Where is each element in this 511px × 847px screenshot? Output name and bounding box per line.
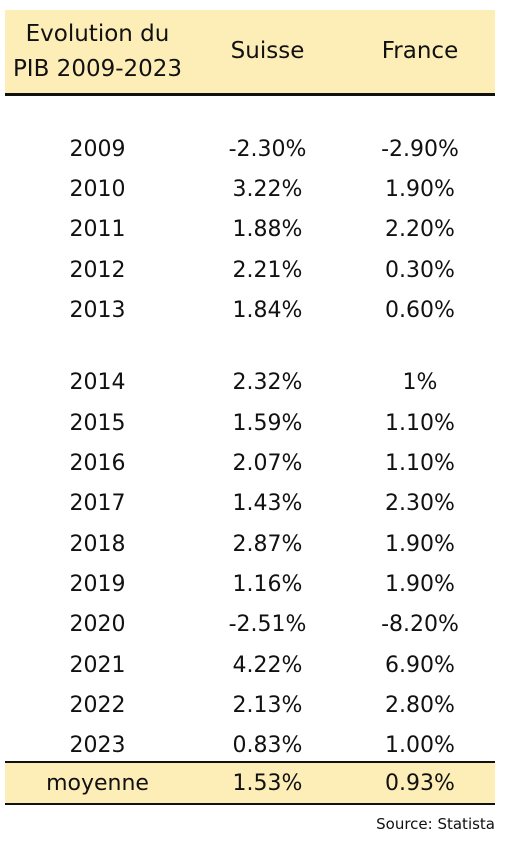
year-cell: 2013 [69,297,126,323]
france-cell: 1.90% [385,531,455,557]
suisse-cell: 2.13% [232,692,303,718]
suisse-cell: 1.43% [232,490,303,516]
france-cell: -8.20% [381,611,459,637]
france-cell: -2.90% [381,136,459,162]
suisse-cell: 4.22% [232,652,303,678]
header-suisse: Suisse [230,38,305,64]
table-row: 2021 4.22% 6.90% [5,645,495,685]
year-cell: 2020 [69,611,126,637]
header-france: France [381,38,459,64]
table-row: 2016 2.07% 1.10% [5,443,495,483]
france-cell: 1.10% [385,450,455,476]
year-cell: 2009 [69,136,126,162]
year-cell: 2010 [69,176,126,202]
year-cell: 2023 [69,732,126,758]
france-cell: 0.60% [385,297,455,323]
average-label: moyenne [46,770,149,796]
table-row: 2019 1.16% 1.90% [5,564,495,604]
france-cell: 2.30% [385,490,455,516]
france-cell: 1.00% [385,732,455,758]
france-cell: 1% [402,369,438,395]
table-row: 2017 1.43% 2.30% [5,483,495,523]
average-france: 0.93% [385,770,455,796]
gdp-table: Evolution du PIB 2009-2023 Suisse France… [5,10,495,758]
suisse-cell: 1.84% [232,297,303,323]
suisse-cell: -2.30% [228,136,307,162]
year-cell: 2014 [69,369,126,395]
year-cell: 2019 [69,571,126,597]
table-row: 2013 1.84% 0.60% [5,290,495,330]
table-row: 2010 3.22% 1.90% [5,169,495,209]
table-row: 2015 1.59% 1.10% [5,403,495,443]
france-cell: 1.10% [385,410,455,436]
france-cell: 6.90% [385,652,455,678]
suisse-cell: 1.88% [232,216,303,242]
average-row: moyenne 1.53% 0.93% [5,761,495,805]
france-cell: 1.90% [385,571,455,597]
year-cell: 2012 [69,257,126,283]
source-note: Source: Statista [376,815,495,833]
year-cell: 2011 [69,216,126,242]
year-cell: 2021 [69,652,126,678]
france-cell: 2.20% [385,216,455,242]
suisse-cell: 1.16% [232,571,303,597]
france-cell: 0.30% [385,257,455,283]
suisse-cell: 3.22% [232,176,303,202]
suisse-cell: -2.51% [228,611,307,637]
header-title: Evolution du PIB 2009-2023 [5,10,190,93]
table-row: 2012 2.21% 0.30% [5,250,495,290]
suisse-cell: 2.32% [232,369,303,395]
france-cell: 1.90% [385,176,455,202]
table-row: 2018 2.87% 1.90% [5,524,495,564]
table-row: 2020 -2.51% -8.20% [5,604,495,644]
year-cell: 2016 [69,450,126,476]
suisse-cell: 2.21% [232,257,303,283]
year-cell: 2015 [69,410,126,436]
table-row: 2023 0.83% 1.00% [5,725,495,765]
table-row: 2009 -2.30% -2.90% [5,129,495,169]
year-cell: 2018 [69,531,126,557]
suisse-cell: 0.83% [232,732,303,758]
average-suisse: 1.53% [232,770,303,796]
year-cell: 2017 [69,490,126,516]
suisse-cell: 2.87% [232,531,303,557]
suisse-cell: 2.07% [232,450,303,476]
suisse-cell: 1.59% [232,410,303,436]
year-cell: 2022 [69,692,126,718]
table-row: 2014 2.32% 1% [5,362,495,402]
table-header: Evolution du PIB 2009-2023 Suisse France [5,10,495,96]
table-row: 2022 2.13% 2.80% [5,685,495,725]
france-cell: 2.80% [385,692,455,718]
header-title-line2: PIB 2009-2023 [12,55,183,82]
table-row: 2011 1.88% 2.20% [5,209,495,249]
header-title-line1: Evolution du [25,20,170,47]
